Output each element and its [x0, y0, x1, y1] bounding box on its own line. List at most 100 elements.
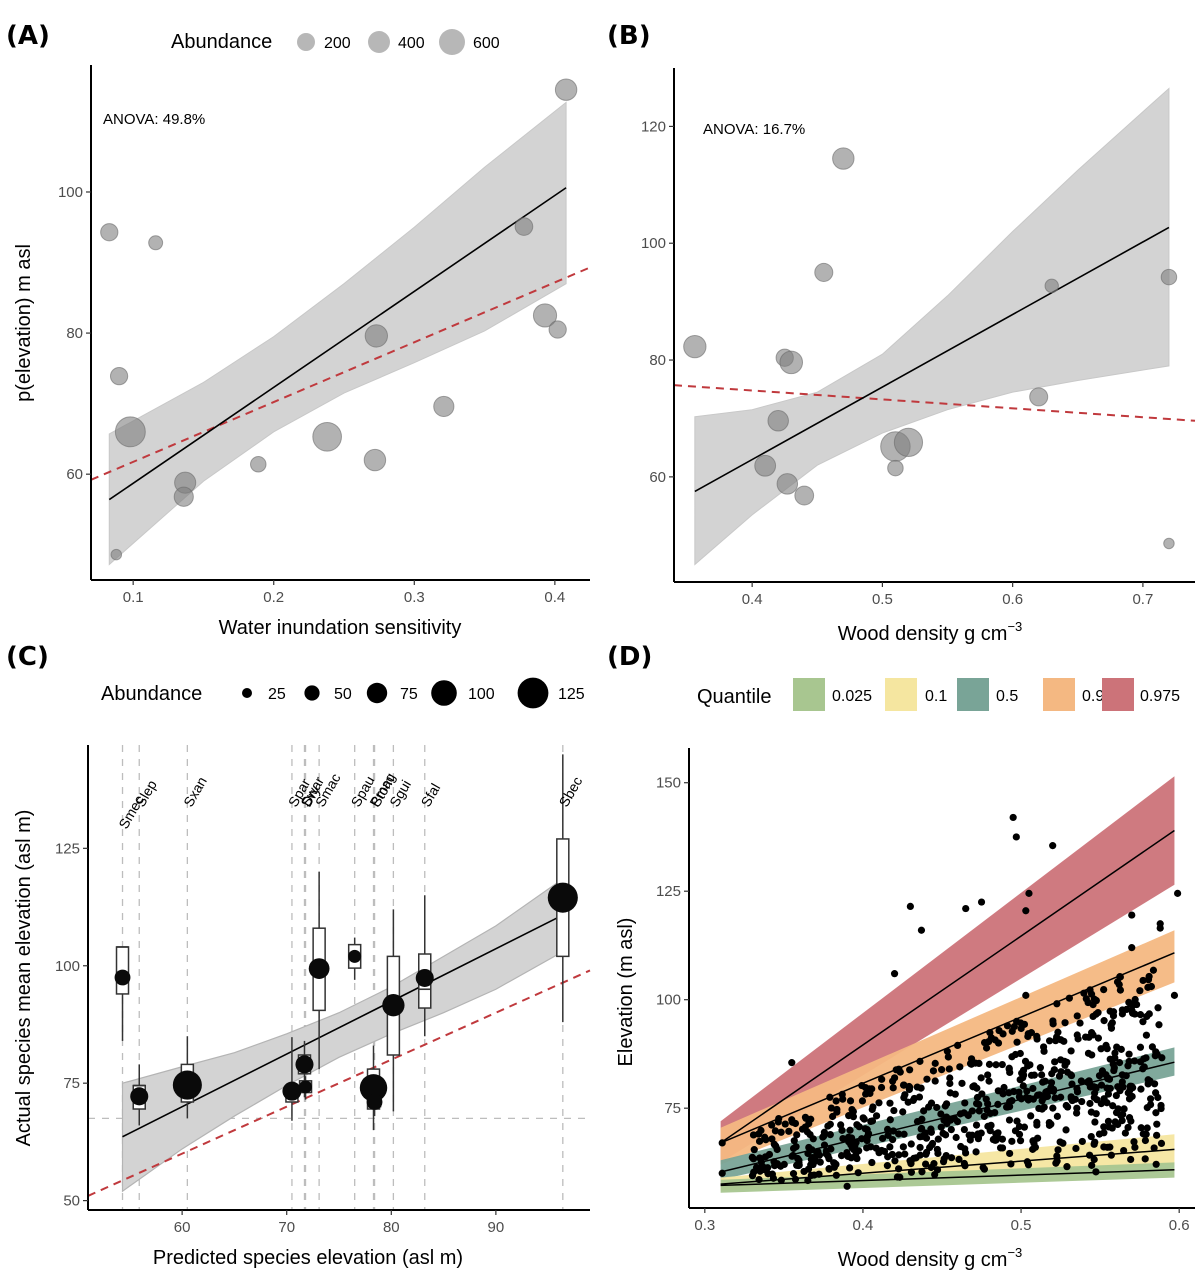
- y-tick-label: 75: [63, 1075, 80, 1092]
- observation-point: [999, 1090, 1007, 1098]
- observation-point: [1118, 1078, 1126, 1086]
- observation-point: [921, 1160, 930, 1168]
- observation-point: [1120, 1105, 1128, 1113]
- observation-point: [1104, 1117, 1113, 1125]
- species-mean-point: [130, 1087, 149, 1106]
- x-axis-title-d: Wood density g cm−3: [838, 1245, 1023, 1271]
- observation-point: [957, 1142, 965, 1151]
- observation-point: [1077, 1077, 1085, 1085]
- y-tick-label: 60: [649, 469, 666, 486]
- observation-point: [1097, 1081, 1106, 1089]
- anova-annotation-b: ANOVA: 16.7%: [703, 121, 805, 138]
- observation-point: [994, 1129, 1002, 1137]
- observation-point: [1057, 1093, 1065, 1101]
- legend-label-0.5: 0.5: [996, 688, 1018, 705]
- observation-point: [1067, 1047, 1075, 1055]
- species-mean-point: [295, 1055, 314, 1074]
- observation-point: [906, 1083, 914, 1091]
- observation-point: [825, 1165, 833, 1173]
- observation-point: [931, 1077, 939, 1085]
- observation-point: [1076, 1019, 1084, 1027]
- observation-point: [798, 1125, 807, 1133]
- observation-point: [1073, 1012, 1081, 1020]
- observation-point: [863, 1136, 871, 1145]
- x-tick-label: 0.7: [1132, 591, 1153, 608]
- observation-point: [1073, 1088, 1082, 1096]
- observation-point: [1090, 1155, 1098, 1164]
- observation-point: [889, 1135, 897, 1144]
- y-tick-label: 80: [66, 325, 83, 342]
- observation-point: [1110, 1064, 1118, 1072]
- data-point: [887, 459, 904, 477]
- observation-point: [827, 1104, 835, 1112]
- observation-point: [1049, 842, 1057, 850]
- observation-point: [895, 1130, 903, 1138]
- species-label: Sbec: [556, 774, 586, 810]
- observation-point: [1154, 1004, 1162, 1012]
- observation-point: [1078, 1097, 1086, 1106]
- observation-point: [927, 1099, 936, 1107]
- panel-label-d: (D): [607, 642, 652, 672]
- observation-point: [1152, 1048, 1160, 1056]
- observation-point: [900, 1093, 908, 1102]
- legend-title-a: Abundance: [171, 31, 272, 53]
- legend-label-75: 75: [400, 686, 418, 703]
- quantile-line-0.5: [720, 1061, 1175, 1173]
- observation-point: [886, 1099, 894, 1107]
- legend-label-125: 125: [558, 686, 585, 703]
- observation-point: [793, 1131, 801, 1139]
- observation-point: [868, 1117, 877, 1125]
- observation-point: [785, 1127, 793, 1135]
- observation-point: [884, 1131, 892, 1139]
- observation-point: [863, 1144, 871, 1152]
- observation-point: [789, 1170, 798, 1178]
- observation-point: [1107, 1024, 1116, 1032]
- observation-point: [749, 1155, 758, 1163]
- observation-point: [953, 1118, 962, 1126]
- observation-point: [912, 1154, 920, 1162]
- observation-point: [1094, 1009, 1102, 1017]
- observation-point: [1091, 1118, 1099, 1126]
- observation-point: [788, 1116, 796, 1124]
- observation-point: [1090, 1093, 1098, 1102]
- observation-point: [974, 1130, 982, 1138]
- legend-title-d: Quantile: [697, 686, 772, 708]
- y-tick-label: 125: [656, 883, 681, 900]
- legend-label-0.975: 0.975: [1140, 688, 1180, 705]
- x-axis-title-b-superscript: −3: [1007, 619, 1022, 634]
- observation-point: [1038, 1071, 1046, 1079]
- species-label: Sxan: [180, 774, 210, 810]
- legend-symbol-125: [517, 677, 549, 709]
- legend-label-0.1: 0.1: [925, 688, 947, 705]
- data-point: [364, 324, 389, 348]
- observation-point: [1049, 1104, 1057, 1112]
- observation-point: [900, 1130, 908, 1138]
- panel-label-b: (B): [607, 21, 651, 51]
- observation-point: [1103, 1099, 1111, 1107]
- observation-point: [781, 1120, 789, 1128]
- panel-a-chart: 0.1 0.2 0.3 0.4 60 80 100 ANOVA: 49.8% Water i…: [13, 29, 591, 639]
- observation-point: [1005, 1116, 1014, 1124]
- y-tick-label: 100: [656, 992, 681, 1009]
- observation-point: [889, 1077, 897, 1085]
- observation-point: [944, 1053, 952, 1061]
- observation-point: [1141, 1155, 1149, 1163]
- observation-point: [861, 1083, 870, 1092]
- observation-point: [1120, 1146, 1128, 1155]
- observation-point: [958, 1079, 966, 1087]
- observation-point: [1029, 1084, 1037, 1093]
- y-tick-label: 100: [58, 184, 83, 201]
- observation-point: [792, 1143, 800, 1151]
- observation-point: [878, 1075, 886, 1083]
- observation-point: [1061, 1019, 1069, 1027]
- observation-point: [826, 1120, 834, 1128]
- observation-point: [875, 1149, 883, 1157]
- observation-point: [837, 1121, 845, 1129]
- observation-point: [907, 1140, 915, 1148]
- x-tick-label: 90: [488, 1219, 505, 1236]
- observation-point: [1053, 1112, 1061, 1120]
- observation-point: [1061, 1061, 1069, 1069]
- data-point: [1044, 278, 1059, 294]
- observation-point: [928, 1139, 937, 1148]
